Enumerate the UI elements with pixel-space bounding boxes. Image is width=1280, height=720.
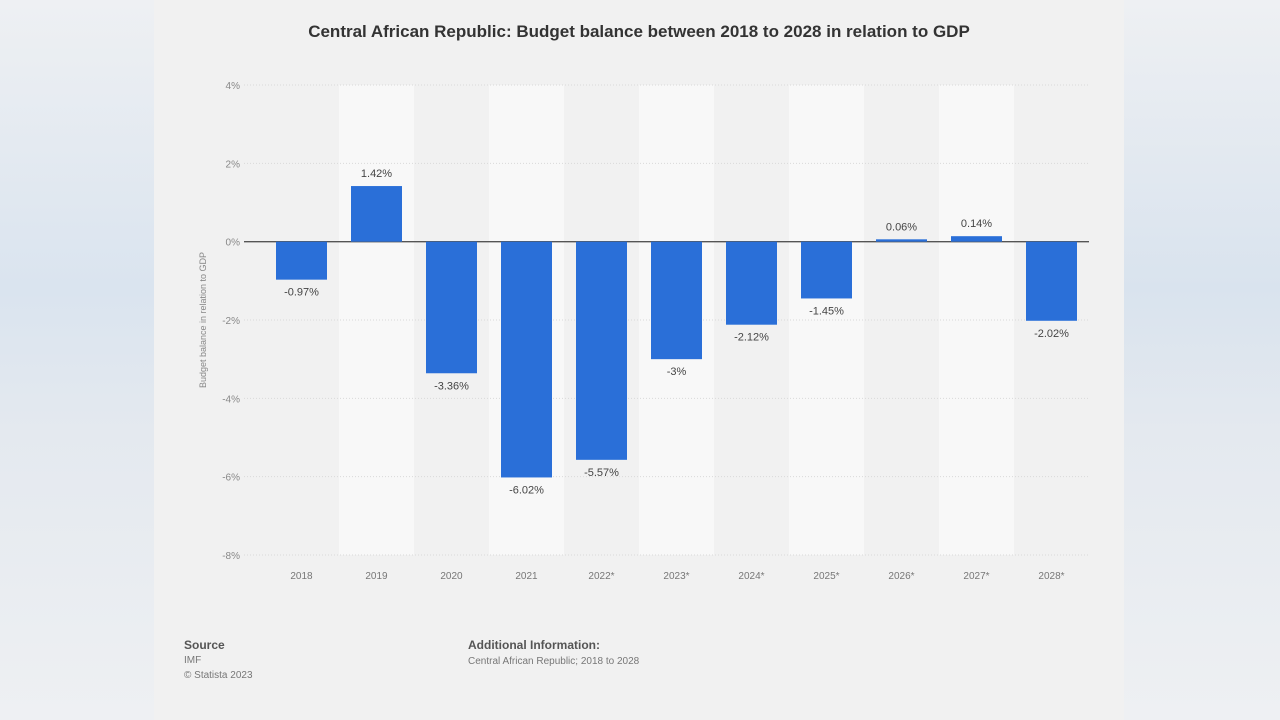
source-heading: Source [184, 638, 225, 652]
y-axis-title: Budget balance in relation to GDP [198, 252, 208, 388]
x-tick-label: 2019 [365, 571, 388, 582]
additional-info-heading: Additional Information: [468, 638, 600, 652]
bar [651, 241, 702, 360]
x-tick-label: 2028* [1038, 571, 1064, 582]
y-tick-label: 0% [226, 238, 241, 249]
bar-chart: 4% 2% 0% -2% -4% -6% -8% -0.97% 2018 1.42% 2019 -3.… [198, 81, 1089, 582]
bar [726, 241, 777, 325]
x-tick-label: 2023* [663, 571, 689, 582]
x-tick-label: 2025* [813, 571, 839, 582]
backdrop-left [0, 0, 154, 720]
y-tick-label: -2% [222, 316, 240, 327]
data-label: -5.57% [584, 467, 619, 479]
chart-title: Central African Republic: Budget balance… [308, 22, 970, 41]
data-label: -2.12% [734, 332, 769, 344]
data-label: -2.02% [1034, 328, 1069, 340]
bar [501, 241, 552, 478]
x-tick-label: 2027* [963, 571, 989, 582]
backdrop-right [1124, 0, 1280, 720]
data-label: -3% [667, 366, 687, 378]
y-tick-label: -6% [222, 473, 240, 484]
y-tick-label: 2% [226, 159, 241, 170]
x-tick-label: 2024* [738, 571, 764, 582]
bar [576, 241, 627, 460]
y-tick-label: -4% [222, 394, 240, 405]
x-tick-label: 2021 [515, 571, 538, 582]
data-label: 0.06% [886, 221, 917, 233]
x-tick-label: 2020 [440, 571, 463, 582]
data-label: 0.14% [961, 218, 992, 230]
bar [351, 186, 402, 242]
bar [426, 241, 477, 374]
source-line-1: IMF [184, 655, 202, 666]
data-label: -1.45% [809, 305, 844, 317]
data-label: -3.36% [434, 380, 469, 392]
x-tick-label: 2018 [290, 571, 313, 582]
data-label: 1.42% [361, 168, 392, 180]
source-line-2: © Statista 2023 [184, 670, 253, 681]
bar [801, 241, 852, 299]
x-tick-label: 2022* [588, 571, 614, 582]
bar [276, 241, 327, 280]
x-tick-label: 2026* [888, 571, 914, 582]
bar [1026, 241, 1077, 321]
data-label: -6.02% [509, 484, 544, 496]
y-tick-label: -8% [222, 551, 240, 562]
bar [951, 236, 1002, 242]
data-label: -0.97% [284, 287, 319, 299]
bar [876, 239, 927, 242]
additional-info-text: Central African Republic; 2018 to 2028 [468, 656, 640, 667]
chart-card: Central African Republic: Budget balance… [154, 0, 1124, 720]
y-tick-label: 4% [226, 81, 241, 92]
